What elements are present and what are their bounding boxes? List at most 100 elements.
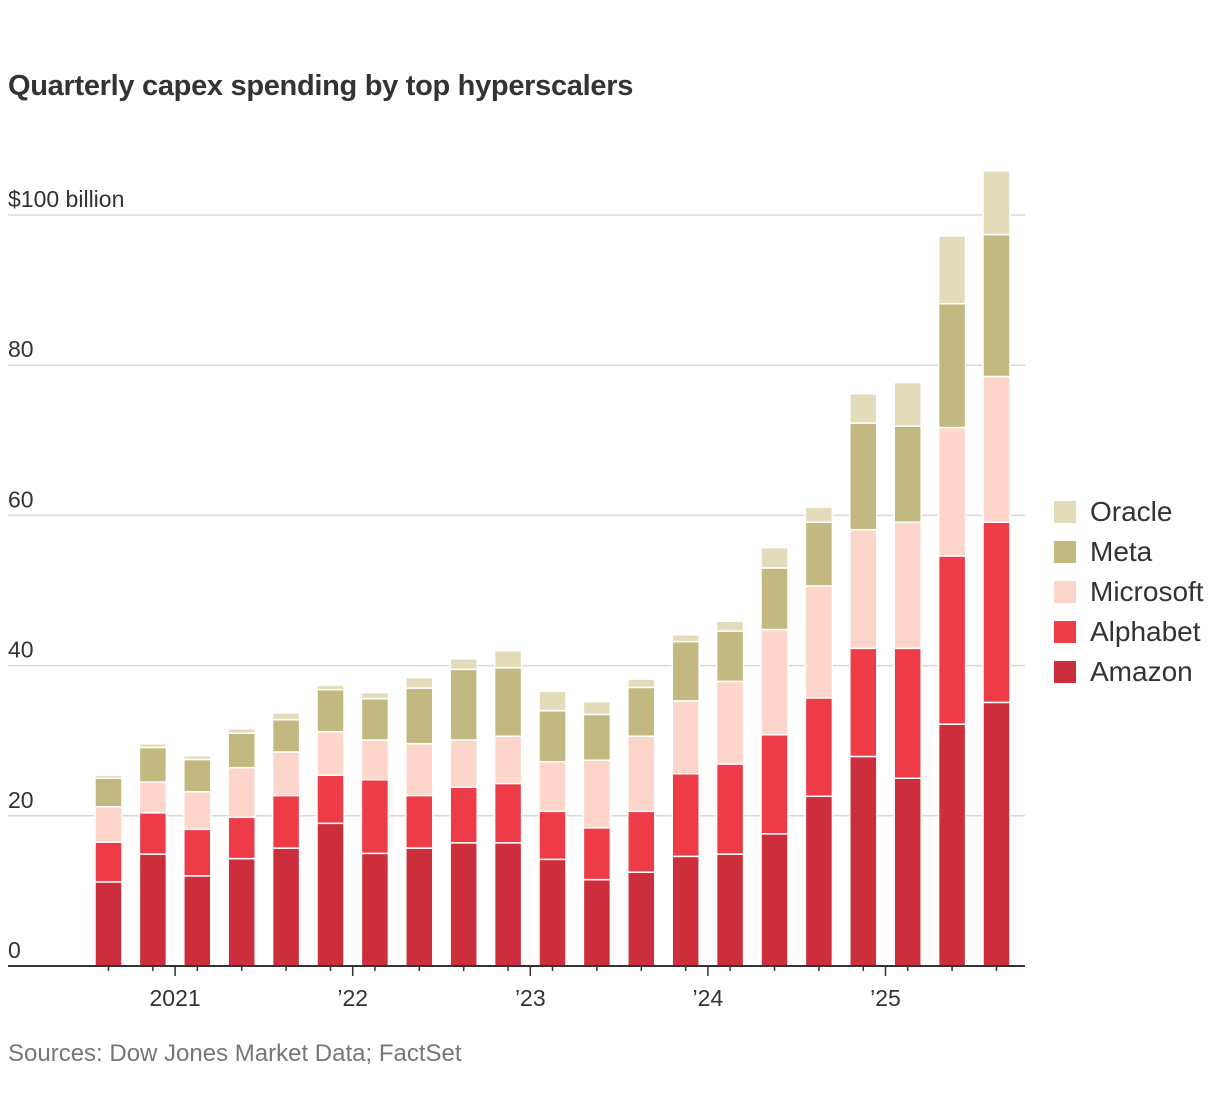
- bar-stack-8: [405, 676, 434, 967]
- bar-microsoft-5: [271, 751, 301, 797]
- bar-alphabet-16: [760, 733, 789, 835]
- bar-stack-11: [538, 690, 567, 967]
- bar-amazon-9: [449, 842, 478, 967]
- bar-microsoft-19: [893, 521, 922, 650]
- legend-swatch: [1054, 581, 1076, 603]
- bar-alphabet-20: [937, 555, 967, 725]
- bar-amazon-10: [493, 842, 523, 967]
- bars: [94, 169, 1011, 967]
- bar-amazon-15: [715, 853, 745, 967]
- bar-meta-13: [627, 686, 656, 737]
- bar-stack-14: [671, 634, 700, 967]
- bar-stack-5: [271, 712, 301, 967]
- bar-alphabet-13: [627, 810, 656, 873]
- bar-oracle-19: [893, 381, 922, 427]
- bar-alphabet-15: [715, 763, 745, 855]
- bar-stack-16: [760, 546, 789, 967]
- bar-amazon-8: [405, 847, 434, 967]
- bar-microsoft-15: [715, 680, 745, 765]
- y-tick-label: 60: [8, 486, 34, 512]
- bar-alphabet-12: [582, 827, 612, 881]
- legend-label: Microsoft: [1090, 576, 1204, 607]
- bar-oracle-2: [138, 742, 168, 749]
- bar-alphabet-21: [982, 521, 1011, 704]
- bar-microsoft-13: [627, 735, 656, 813]
- bar-amazon-6: [316, 822, 345, 967]
- legend-swatch: [1054, 621, 1076, 643]
- bar-stack-3: [183, 754, 212, 967]
- bar-meta-9: [449, 668, 478, 741]
- x-tick-label: 2021: [150, 985, 201, 1011]
- y-tick-label: $100 billion: [8, 186, 124, 212]
- bar-microsoft-2: [138, 781, 168, 814]
- legend-label: Oracle: [1090, 496, 1173, 527]
- bar-amazon-5: [271, 847, 301, 967]
- bar-meta-20: [937, 302, 967, 429]
- bar-microsoft-6: [316, 730, 345, 776]
- bar-meta-16: [760, 567, 789, 631]
- legend-swatch: [1054, 661, 1076, 683]
- bar-amazon-2: [138, 853, 168, 967]
- bar-alphabet-4: [227, 816, 256, 860]
- bar-stack-6: [316, 684, 345, 967]
- bar-oracle-11: [538, 690, 567, 712]
- bar-oracle-4: [227, 727, 256, 734]
- bar-stack-13: [627, 678, 656, 967]
- bar-microsoft-3: [183, 791, 212, 831]
- bar-alphabet-11: [538, 810, 567, 861]
- bar-meta-21: [982, 233, 1011, 378]
- bar-amazon-19: [893, 777, 922, 967]
- bar-meta-12: [582, 713, 612, 761]
- bar-meta-14: [671, 640, 700, 702]
- bar-oracle-8: [405, 676, 434, 689]
- x-tick-label: ’25: [870, 985, 901, 1011]
- bar-microsoft-9: [449, 739, 478, 789]
- bar-microsoft-17: [804, 585, 834, 699]
- bar-microsoft-8: [405, 742, 434, 797]
- bar-oracle-13: [627, 678, 656, 689]
- legend-item-microsoft: Microsoft: [1054, 572, 1204, 612]
- bar-oracle-16: [760, 546, 789, 569]
- x-tick-label: ’22: [337, 985, 368, 1011]
- bar-oracle-5: [271, 712, 301, 721]
- legend-label: Amazon: [1090, 656, 1193, 687]
- legend-swatch: [1054, 501, 1076, 523]
- y-tick-label: 40: [8, 637, 34, 663]
- bar-meta-8: [405, 687, 434, 745]
- bar-amazon-13: [627, 871, 656, 967]
- bar-amazon-18: [849, 755, 878, 967]
- bar-microsoft-16: [760, 628, 789, 736]
- y-tick-label: 20: [8, 787, 34, 813]
- bar-stack-2: [138, 742, 168, 967]
- bar-stack-20: [937, 235, 967, 967]
- bar-alphabet-14: [671, 772, 700, 858]
- bar-alphabet-9: [449, 786, 478, 844]
- bar-microsoft-20: [937, 426, 967, 557]
- bar-alphabet-2: [138, 812, 168, 855]
- legend: Oracle Meta Microsoft Alphabet Amazon: [1054, 492, 1204, 692]
- bar-oracle-9: [449, 658, 478, 671]
- bar-alphabet-10: [493, 782, 523, 844]
- bar-alphabet-18: [849, 647, 878, 758]
- bar-alphabet-6: [316, 774, 345, 825]
- bar-meta-19: [893, 425, 922, 523]
- bar-meta-17: [804, 521, 834, 587]
- y-tick-label: 80: [8, 336, 34, 362]
- legend-label: Alphabet: [1090, 616, 1201, 647]
- bar-microsoft-14: [671, 700, 700, 775]
- bar-amazon-20: [937, 723, 967, 967]
- bar-oracle-1: [94, 774, 123, 779]
- x-axis: 2021 ’22 ’23 ’24 ’25: [8, 965, 1025, 1011]
- bar-oracle-7: [360, 691, 390, 700]
- bar-amazon-16: [760, 833, 789, 967]
- bar-oracle-21: [982, 169, 1011, 236]
- bar-oracle-6: [316, 684, 345, 691]
- bar-alphabet-7: [360, 779, 390, 855]
- legend-item-amazon: Amazon: [1054, 652, 1204, 692]
- bar-oracle-10: [493, 649, 523, 669]
- bar-oracle-12: [582, 700, 612, 716]
- bar-meta-1: [94, 777, 123, 808]
- bar-meta-7: [360, 697, 390, 741]
- legend-item-oracle: Oracle: [1054, 492, 1204, 532]
- bar-microsoft-21: [982, 375, 1011, 523]
